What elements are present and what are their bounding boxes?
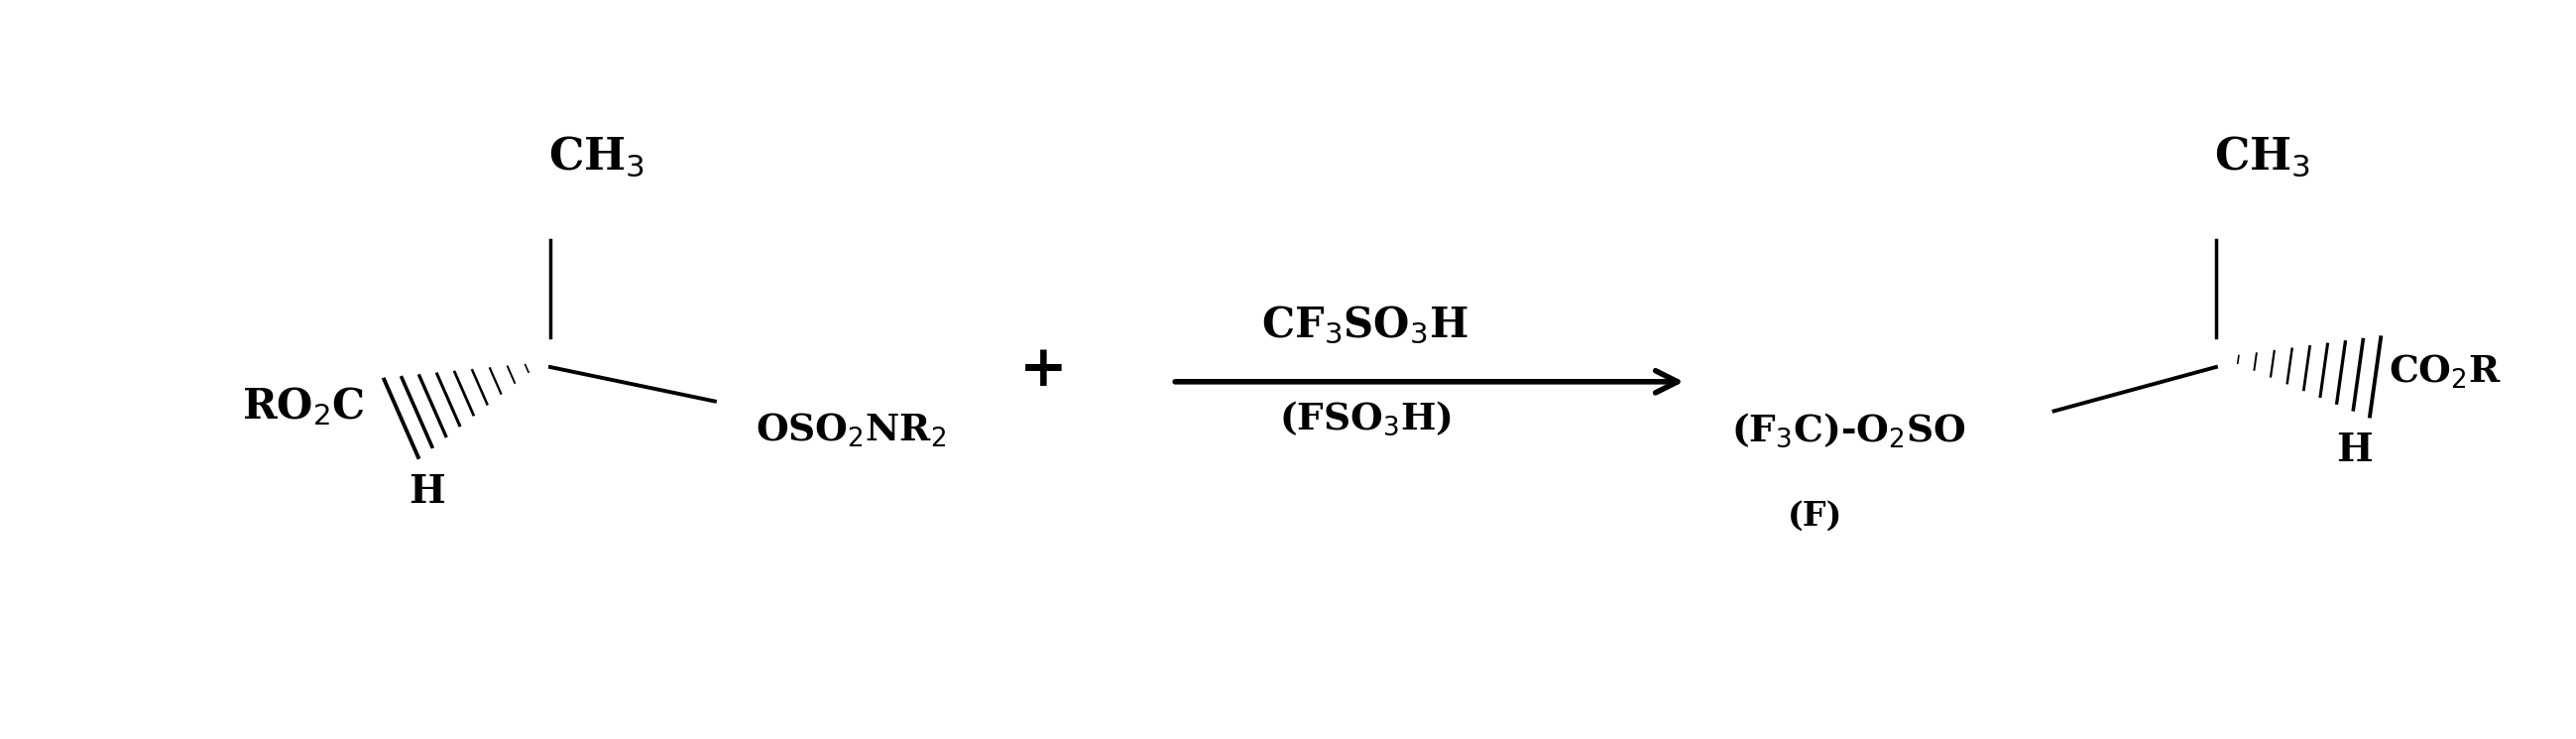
Text: CF$_3$SO$_3$H: CF$_3$SO$_3$H bbox=[1262, 304, 1468, 347]
Text: CO$_2$R: CO$_2$R bbox=[2388, 353, 2501, 391]
Text: (F$_3$C)-O$_2$SO: (F$_3$C)-O$_2$SO bbox=[1731, 412, 1965, 450]
Text: (FSO$_3$H): (FSO$_3$H) bbox=[1278, 399, 1450, 437]
Text: CH$_3$: CH$_3$ bbox=[2213, 134, 2311, 179]
Text: RO$_2$C: RO$_2$C bbox=[242, 385, 366, 427]
Text: OSO$_2$NR$_2$: OSO$_2$NR$_2$ bbox=[755, 412, 945, 449]
Text: (F): (F) bbox=[1788, 500, 1842, 533]
Text: +: + bbox=[1020, 341, 1069, 398]
Text: H: H bbox=[2336, 432, 2372, 469]
Text: CH$_3$: CH$_3$ bbox=[549, 134, 644, 179]
Text: H: H bbox=[410, 473, 446, 511]
